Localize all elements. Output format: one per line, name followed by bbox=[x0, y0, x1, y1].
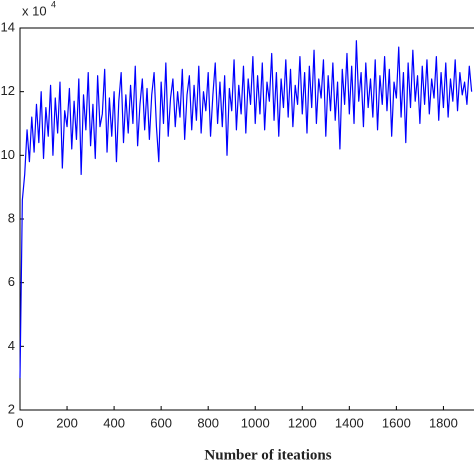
data-line bbox=[19, 40, 473, 379]
x-tick-label: 1000 bbox=[241, 415, 270, 430]
x-tick-label: 200 bbox=[56, 415, 78, 430]
x-tick-label: 600 bbox=[150, 415, 172, 430]
y-tick-label: 6 bbox=[8, 274, 15, 289]
y-tick-label: 8 bbox=[8, 210, 15, 225]
x-tick-label: 1400 bbox=[335, 415, 364, 430]
x-tick-label: 0 bbox=[16, 415, 23, 430]
y-tick-label: 12 bbox=[1, 83, 15, 98]
y-multiplier: x 10 bbox=[22, 3, 47, 18]
x-tick-label: 1800 bbox=[429, 415, 458, 430]
x-tick-label: 400 bbox=[103, 415, 125, 430]
x-axis-label: Number of iteations bbox=[204, 447, 331, 463]
x-tick-label: 1200 bbox=[288, 415, 317, 430]
y-tick-label: 10 bbox=[1, 147, 15, 162]
x-tick-label: 800 bbox=[197, 415, 219, 430]
y-multiplier-exponent: 4 bbox=[51, 0, 56, 9]
y-tick-label: 2 bbox=[8, 401, 15, 416]
x-tick-label: 1600 bbox=[382, 415, 411, 430]
y-tick-label: 4 bbox=[8, 338, 15, 353]
y-tick-label: 14 bbox=[1, 19, 15, 34]
